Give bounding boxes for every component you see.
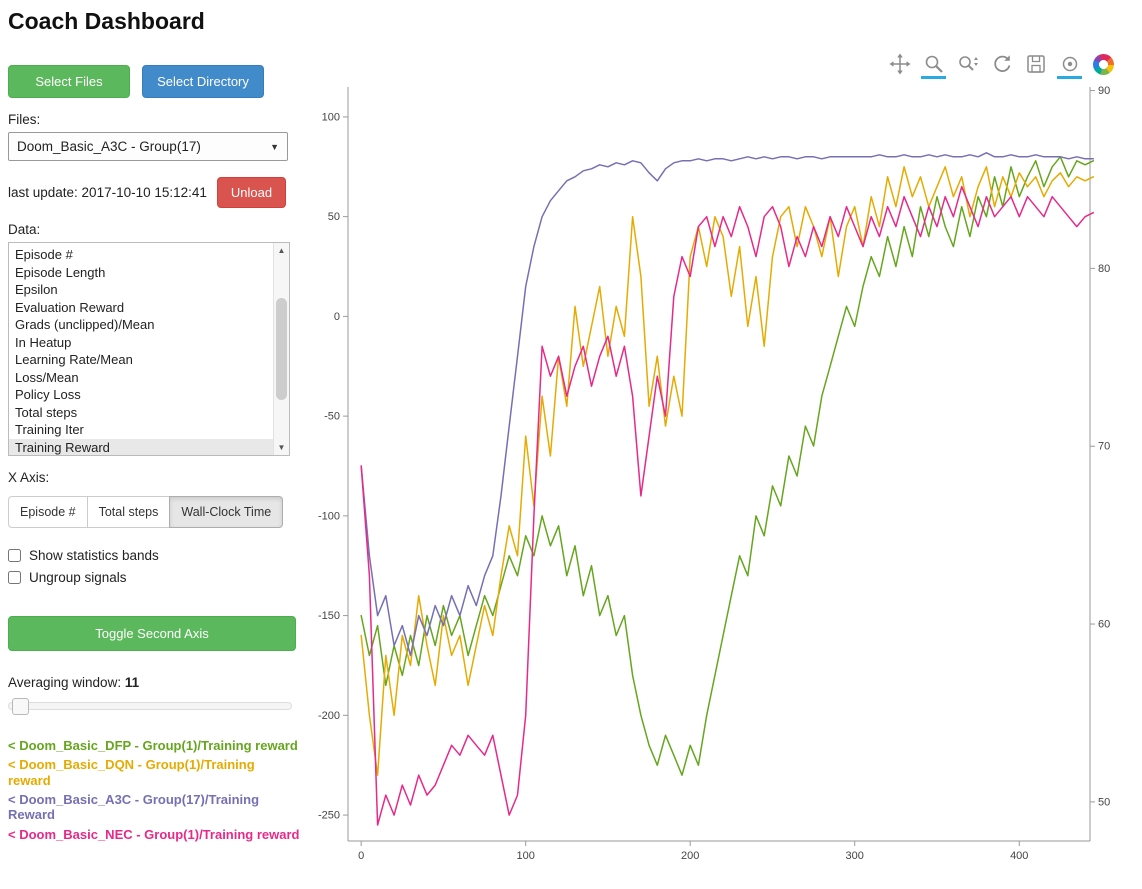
- checkbox-show-statistics-bands[interactable]: [8, 549, 21, 562]
- toggle-second-axis-button[interactable]: Toggle Second Axis: [8, 616, 296, 651]
- slider-handle[interactable]: [12, 698, 29, 715]
- reset-icon[interactable]: [989, 52, 1014, 79]
- checkbox-ungroup-signals[interactable]: [8, 571, 21, 584]
- averaging-window-slider[interactable]: [8, 698, 292, 715]
- svg-text:-250: -250: [318, 810, 340, 822]
- svg-text:90: 90: [1098, 85, 1110, 97]
- data-list-item-training-reward[interactable]: Training Reward: [9, 438, 273, 455]
- bokeh-logo[interactable]: [1091, 52, 1116, 79]
- data-list-item-grads-unclipped-mean[interactable]: Grads (unclipped)/Mean: [15, 317, 155, 332]
- legend-item[interactable]: < Doom_Basic_DQN - Group(1)/Training rew…: [8, 757, 255, 788]
- data-list-item-epsilon[interactable]: Epsilon: [15, 282, 58, 297]
- averaging-window-value: 11: [124, 675, 140, 690]
- data-list-item-policy-loss[interactable]: Policy Loss: [15, 387, 81, 402]
- data-list-item-evaluation-reward[interactable]: Evaluation Reward: [15, 299, 125, 315]
- data-list-item-learning-rate-mean[interactable]: Learning Rate/Mean: [15, 352, 133, 367]
- checkbox-label: Show statistics bands: [29, 548, 159, 563]
- main-layout: Select Files Select Directory Files: Doo…: [0, 39, 1142, 873]
- last-update-row: last update: 2017-10-10 15:12:41 Unload: [8, 177, 294, 208]
- series-line-doom-basic-a3c: [360, 152, 1095, 657]
- svg-text:70: 70: [1098, 441, 1110, 453]
- unload-button[interactable]: Unload: [216, 177, 287, 208]
- data-list-item-in-heatup[interactable]: In Heatup: [15, 334, 72, 350]
- data-list: Episode # Episode Length Epsilon Evaluation…: [9, 243, 273, 455]
- data-list-item-episode-length[interactable]: Episode Length: [15, 264, 106, 280]
- series-line-doom-basic-dqn: [360, 166, 1095, 776]
- scrollbar-thumb[interactable]: [276, 298, 287, 400]
- checkbox-label: Ungroup signals: [29, 570, 127, 585]
- hover-icon[interactable]: [1057, 52, 1082, 79]
- files-label: Files:: [8, 112, 41, 127]
- chart-toolbar: [300, 39, 1142, 79]
- x-axis-label: X Axis:: [8, 470, 50, 485]
- data-list-item-loss-mean[interactable]: Loss/Mean: [15, 369, 79, 385]
- svg-text:-150: -150: [318, 610, 340, 622]
- svg-text:60: 60: [1098, 619, 1110, 631]
- line-chart[interactable]: 100 50 0 -50 -100 -150 -200 -250 90 80 70 60 50 0 100 2…: [300, 79, 1136, 873]
- sidebar: Select Files Select Directory Files: Doo…: [0, 39, 300, 873]
- averaging-window-label: Averaging window:: [8, 675, 122, 690]
- legend-item[interactable]: < Doom_Basic_A3C - Group(17)/Training Re…: [8, 791, 260, 823]
- select-files-button[interactable]: Select Files: [8, 65, 130, 98]
- data-list-item-training-iter[interactable]: Training Iter: [15, 422, 84, 437]
- averaging-window-row: Averaging window: 11: [8, 675, 294, 690]
- x-axis-button-group: Episode # Total steps Wall-Clock Time: [8, 496, 284, 528]
- dropdown-arrow-icon: ▼: [270, 141, 279, 152]
- svg-text:0: 0: [358, 850, 364, 862]
- scroll-up-icon[interactable]: ▲: [277, 246, 286, 255]
- checkbox-row-show-statistics-bands: Show statistics bands: [8, 548, 294, 563]
- svg-text:80: 80: [1098, 263, 1110, 275]
- chart-area: 100 50 0 -50 -100 -150 -200 -250 90 80 70 60 50 0 100 2…: [300, 39, 1142, 873]
- scroll-down-icon[interactable]: ▼: [277, 443, 286, 452]
- series-line-doom-basic-nec: [360, 185, 1095, 826]
- box-zoom-icon[interactable]: [921, 52, 946, 79]
- svg-text:0: 0: [334, 311, 340, 323]
- svg-text:100: 100: [517, 850, 535, 862]
- data-list-item-episode[interactable]: Episode #: [15, 247, 73, 262]
- checkbox-row-ungroup-signals: Ungroup signals: [8, 570, 294, 585]
- page-title: Coach Dashboard: [8, 8, 205, 34]
- svg-text:50: 50: [328, 211, 340, 223]
- svg-text:300: 300: [846, 850, 864, 862]
- legend-item[interactable]: < Doom_Basic_DFP - Group(1)/Training rew…: [8, 738, 298, 753]
- files-select[interactable]: Doom_Basic_A3C - Group(17) ▼: [8, 132, 288, 161]
- file-buttons-row: Select Files Select Directory: [8, 65, 294, 98]
- scrollbar-track[interactable]: [274, 258, 289, 440]
- chart-legend: < Doom_Basic_DFP - Group(1)/Training rew…: [8, 738, 299, 842]
- svg-text:50: 50: [1098, 796, 1110, 808]
- svg-text:-50: -50: [324, 411, 340, 423]
- wheel-zoom-icon[interactable]: [955, 52, 980, 79]
- x-axis-option-wall-clock-time[interactable]: Wall-Clock Time: [169, 496, 284, 528]
- svg-text:400: 400: [1010, 850, 1028, 862]
- select-directory-button[interactable]: Select Directory: [142, 65, 264, 98]
- data-list-item-total-steps[interactable]: Total steps: [15, 404, 78, 420]
- legend-item[interactable]: < Doom_Basic_NEC - Group(1)/Training rew…: [8, 826, 300, 842]
- series-line-doom-basic-dfp: [360, 156, 1095, 776]
- last-update-text: last update: 2017-10-10 15:12:41: [8, 185, 207, 200]
- x-axis-option-episode[interactable]: Episode #: [8, 496, 88, 528]
- svg-text:-100: -100: [318, 510, 340, 522]
- data-label: Data:: [8, 222, 41, 237]
- data-listbox[interactable]: Episode # Episode Length Epsilon Evaluation…: [8, 242, 290, 456]
- save-icon[interactable]: [1023, 52, 1048, 79]
- files-select-value: Doom_Basic_A3C - Group(17): [17, 139, 201, 154]
- checkbox-group: Show statistics bands Ungroup signals: [8, 548, 294, 585]
- pan-icon[interactable]: [887, 52, 912, 79]
- x-axis-option-total-steps[interactable]: Total steps: [86, 496, 171, 528]
- svg-text:-200: -200: [318, 710, 340, 722]
- svg-text:100: 100: [322, 111, 340, 123]
- svg-text:200: 200: [681, 850, 699, 862]
- data-list-scrollbar[interactable]: ▲ ▼: [273, 243, 289, 455]
